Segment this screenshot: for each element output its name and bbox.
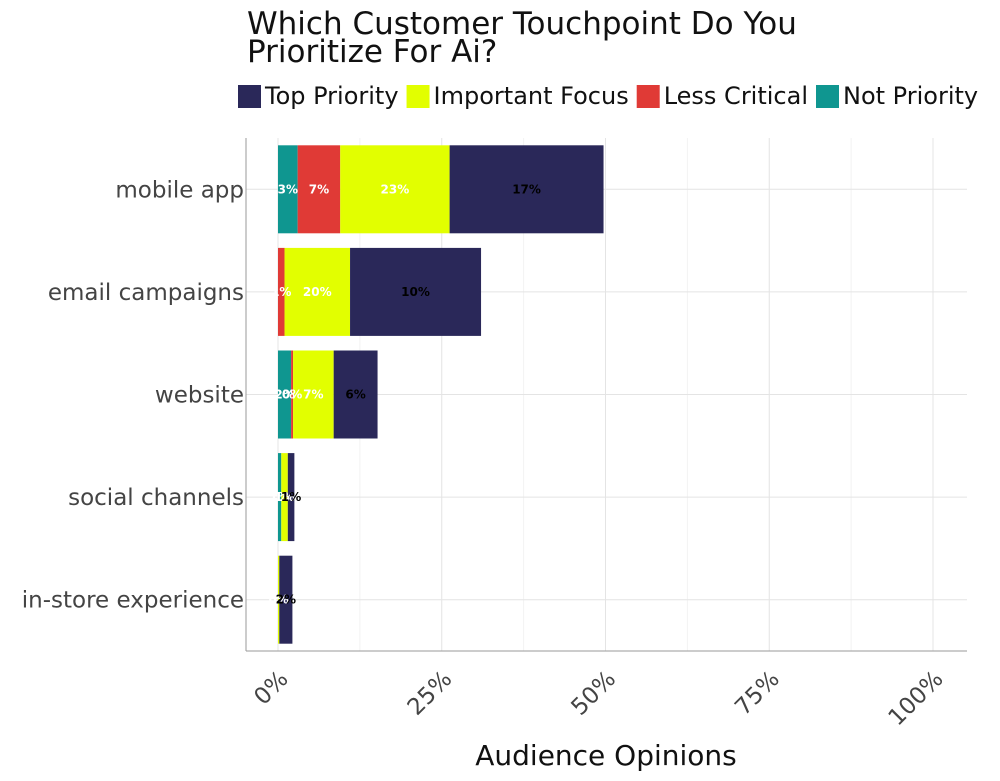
data-labels: 3% 7% 23% 17%1% 20% 10%2%0% 7% 6%1%1%1%0%2%	[268, 182, 540, 606]
bar-website-important-focus	[293, 350, 334, 439]
data-label-mobile-app-important-focus: 23%	[381, 182, 410, 196]
category-label-mobile-app: mobile app	[115, 177, 244, 203]
x-tick-labels: 0% 25% 50% 75% 100%	[249, 666, 948, 731]
data-label-in-store-experience-important-focus: 0%	[268, 593, 288, 607]
category-label-social-channels: social channels	[68, 485, 244, 511]
bar-website-not-priority	[278, 350, 292, 439]
data-label-website-top-priority: 6%	[345, 388, 365, 402]
bar-mobile-app-important-focus	[340, 145, 450, 234]
legend-label-important-focus: Important Focus	[434, 82, 629, 110]
data-label-email-campaigns-top-priority: 10%	[401, 285, 430, 299]
data-label-social-channels-top-priority: 1%	[281, 490, 301, 504]
category-label-website: website	[155, 383, 244, 409]
legend: Top Priority Important Focus Less Critical…	[238, 82, 978, 110]
category-labels: mobile app email campaigns website social c…	[22, 177, 244, 613]
bar-mobile-app-not-priority	[278, 145, 298, 234]
bars	[278, 145, 604, 644]
x-tick-label-2: 50%	[567, 666, 622, 721]
bar-social-channels-top-priority	[287, 453, 295, 542]
bar-in-store-experience-important-focus	[278, 555, 280, 644]
data-label-mobile-app-less-critical: 7%	[309, 182, 329, 196]
chart-title-line-1: Which Customer Touchpoint Do You	[247, 6, 797, 42]
bar-in-store-experience-top-priority	[279, 555, 293, 644]
bar-website-top-priority	[333, 350, 378, 439]
data-label-social-channels-important-focus: 1%	[274, 490, 294, 504]
data-label-mobile-app-top-priority: 17%	[512, 182, 541, 196]
bar-email-campaigns-top-priority	[350, 247, 482, 336]
data-label-in-store-experience-top-priority: 2%	[276, 593, 296, 607]
legend-swatch-less-critical	[636, 85, 660, 108]
legend-label-not-priority: Not Priority	[843, 82, 978, 110]
bar-mobile-app-top-priority	[449, 145, 604, 234]
data-label-website-not-priority: 2%	[274, 388, 294, 402]
legend-label-top-priority: Top Priority	[264, 82, 399, 110]
bar-email-campaigns-important-focus	[284, 247, 351, 336]
category-label-email-campaigns: email campaigns	[48, 280, 244, 306]
data-label-website-important-focus: 7%	[303, 388, 323, 402]
bar-social-channels-important-focus	[281, 453, 288, 542]
data-label-social-channels-not-priority: 1%	[269, 490, 289, 504]
x-tick-label-3: 75%	[730, 666, 785, 721]
bar-website-less-critical	[291, 350, 294, 439]
data-label-website-less-critical: 0%	[282, 388, 302, 402]
bar-social-channels-not-priority	[278, 453, 282, 542]
x-tick-label-0: 0%	[249, 666, 293, 710]
data-label-email-campaigns-important-focus: 20%	[303, 285, 332, 299]
axes	[245, 138, 967, 652]
legend-label-less-critical: Less Critical	[664, 82, 808, 110]
data-label-email-campaigns-less-critical: 1%	[271, 285, 291, 299]
x-tick-label-1: 25%	[403, 666, 458, 721]
category-label-in-store-experience: in-store experience	[22, 588, 244, 614]
bar-mobile-app-less-critical	[297, 145, 341, 234]
legend-swatch-important-focus	[406, 85, 430, 108]
x-axis-label: Audience Opinions	[475, 739, 737, 772]
bar-email-campaigns-less-critical	[278, 247, 285, 336]
chart-title-line-2: Prioritize For Ai?	[247, 34, 497, 70]
legend-swatch-top-priority	[238, 85, 261, 108]
x-tick-label-4: 100%	[884, 666, 949, 731]
legend-swatch-not-priority	[816, 85, 839, 108]
data-label-mobile-app-not-priority: 3%	[278, 182, 298, 196]
